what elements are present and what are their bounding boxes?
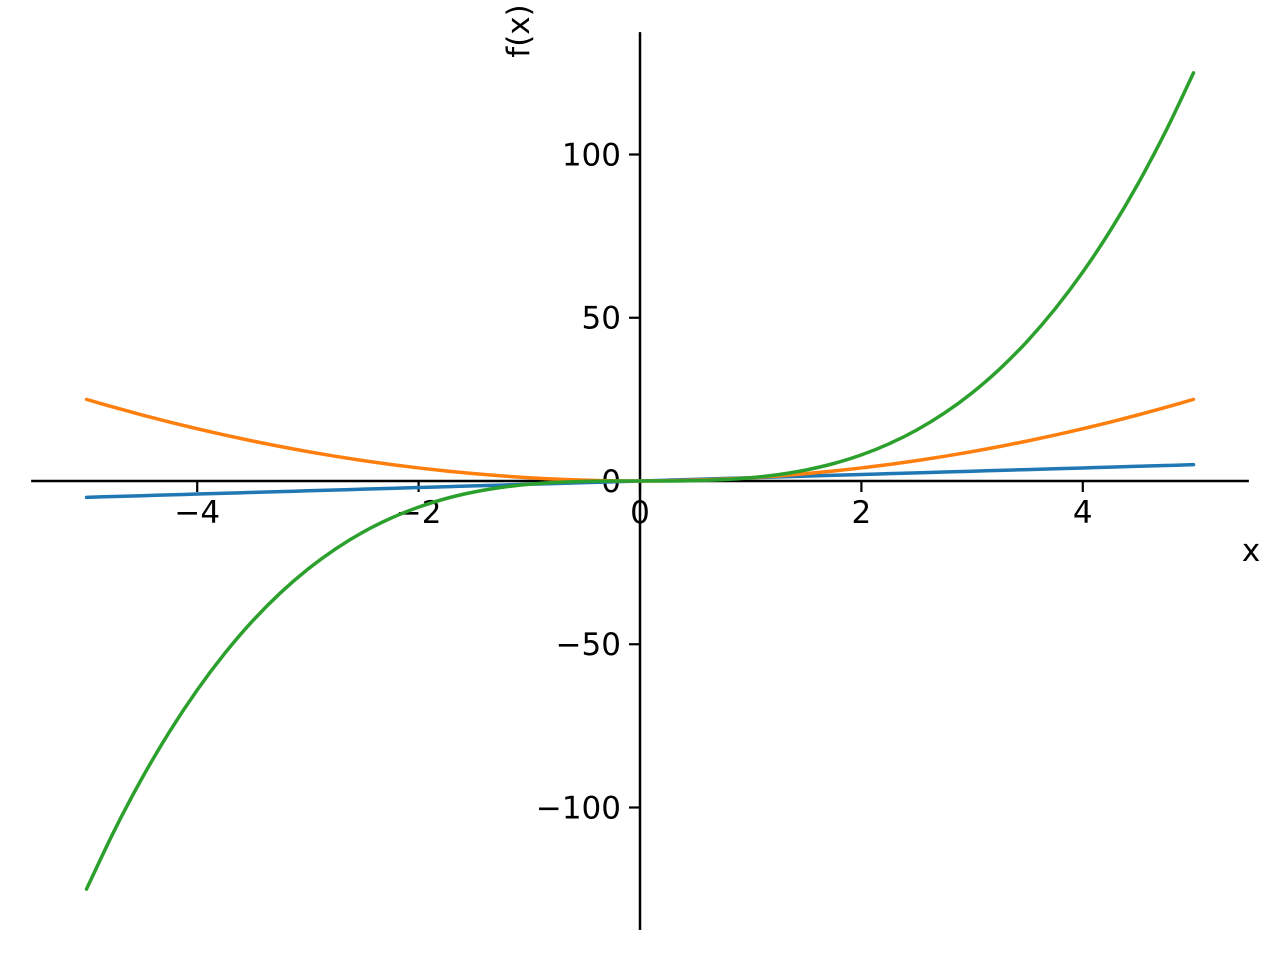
y-axis-label: f(x) [501, 4, 537, 57]
x-tick-label: 4 [1073, 495, 1093, 531]
curve-layer [84, 71, 1196, 891]
x-axis-label: x [1242, 533, 1260, 569]
y-tick-label: −50 [556, 627, 621, 663]
y-tick-label: −100 [536, 790, 621, 826]
y-tick-label: 50 [582, 301, 621, 337]
x-tick-label: 0 [630, 495, 650, 531]
curve-x-cubed [84, 71, 1196, 891]
x-tick-label: −4 [174, 495, 220, 531]
x-tick-label: 2 [852, 495, 872, 531]
y-tick-label: 100 [562, 137, 621, 173]
